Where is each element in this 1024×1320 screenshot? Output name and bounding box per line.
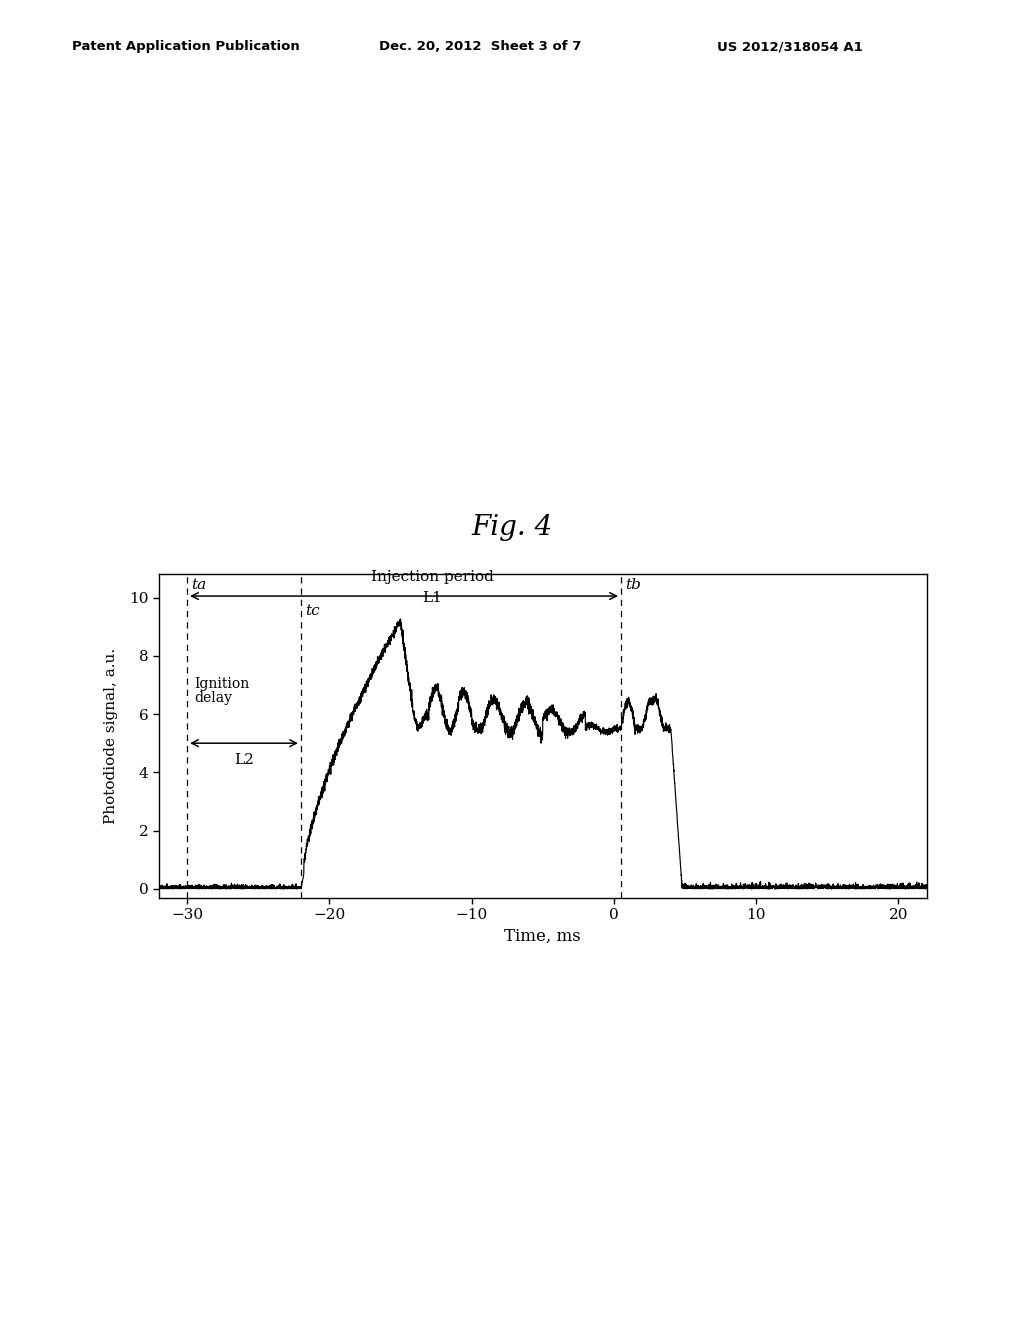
X-axis label: Time, ms: Time, ms — [505, 928, 581, 945]
Text: tb: tb — [626, 578, 641, 591]
Text: L1: L1 — [423, 591, 442, 605]
Text: L2: L2 — [234, 754, 254, 767]
Text: tc: tc — [305, 605, 319, 618]
Text: delay: delay — [195, 692, 232, 705]
Text: Injection period: Injection period — [371, 570, 494, 585]
Text: Fig. 4: Fig. 4 — [471, 513, 553, 541]
Text: ta: ta — [191, 578, 207, 591]
Text: US 2012/318054 A1: US 2012/318054 A1 — [717, 40, 862, 53]
Text: Ignition: Ignition — [195, 677, 250, 690]
Y-axis label: Photodiode signal, a.u.: Photodiode signal, a.u. — [103, 648, 118, 824]
Text: Dec. 20, 2012  Sheet 3 of 7: Dec. 20, 2012 Sheet 3 of 7 — [379, 40, 582, 53]
Text: Patent Application Publication: Patent Application Publication — [72, 40, 299, 53]
